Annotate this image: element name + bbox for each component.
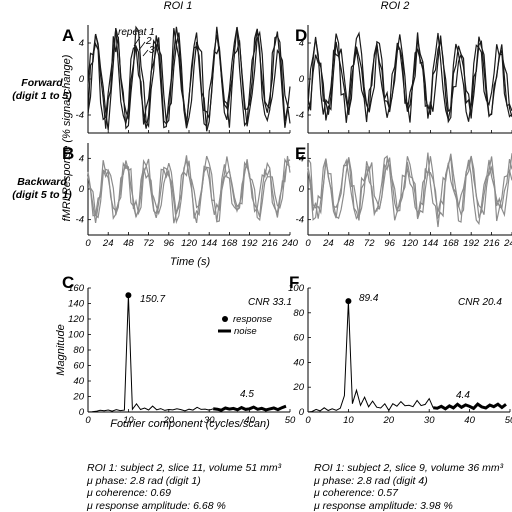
y-tick-label-b: 4 bbox=[79, 153, 84, 164]
y-tick-label-c: 160 bbox=[68, 283, 85, 294]
x-tick-label-c: 50 bbox=[285, 415, 296, 426]
x-tick-label-e: 0 bbox=[305, 238, 311, 249]
caption-roi2-line: ROI 1: subject 2, slice 9, volume 36 mm³ bbox=[314, 462, 503, 475]
x-tick-label-e: 144 bbox=[422, 238, 438, 249]
x-tick-label-b: 48 bbox=[123, 238, 134, 249]
row-label-forward: Forward bbox=[21, 77, 63, 89]
y-tick-label-e: 4 bbox=[299, 153, 304, 164]
y-tick-label-c: 40 bbox=[73, 376, 84, 387]
caption-roi2-line: μ response amplitude: 3.98 % bbox=[314, 500, 503, 512]
x-tick-label-b: 96 bbox=[164, 238, 175, 249]
legend-response-marker bbox=[222, 316, 228, 322]
x-tick-label-c: 0 bbox=[85, 415, 91, 426]
y-tick-label-a: 0 bbox=[79, 74, 85, 85]
x-tick-label-e: 72 bbox=[364, 238, 375, 249]
x-tick-label-b: 72 bbox=[143, 238, 154, 249]
y-tick-label-d: 4 bbox=[299, 38, 304, 49]
spectrum-line-c bbox=[88, 295, 213, 412]
x-tick-label-e: 168 bbox=[443, 238, 460, 249]
col-title-roi1: ROI 1 bbox=[164, 0, 193, 12]
x-tick-label-b: 120 bbox=[181, 238, 198, 249]
col-title-roi2: ROI 2 bbox=[381, 0, 410, 12]
x-tick-label-c: 30 bbox=[204, 415, 215, 426]
x-tick-label-e: 120 bbox=[402, 238, 419, 249]
x-tick-label-c: 40 bbox=[244, 415, 255, 426]
y-tick-label-a: -4 bbox=[76, 110, 84, 121]
y-tick-label-a: 4 bbox=[79, 38, 84, 49]
response-peak-c bbox=[125, 292, 131, 298]
noise-label-f: 4.4 bbox=[456, 390, 470, 401]
x-tick-label-b: 216 bbox=[261, 238, 279, 249]
y-tick-label-c: 140 bbox=[68, 299, 85, 310]
x-tick-label-e: 192 bbox=[463, 238, 480, 249]
x-tick-label-b: 168 bbox=[221, 238, 238, 249]
caption-roi1: ROI 1: subject 2, slice 11, volume 51 mm… bbox=[87, 462, 281, 512]
ts-x-axis-label: Time (s) bbox=[170, 256, 211, 268]
x-tick-label-b: 240 bbox=[281, 238, 299, 249]
x-tick-label-f: 30 bbox=[424, 415, 435, 426]
y-tick-label-e: 0 bbox=[299, 184, 305, 195]
y-tick-label-b: -4 bbox=[76, 215, 84, 226]
y-tick-label-f: 40 bbox=[293, 357, 304, 368]
x-tick-label-b: 192 bbox=[242, 238, 259, 249]
y-tick-label-c: 0 bbox=[79, 407, 85, 418]
caption-roi2-line: μ coherence: 0.57 bbox=[314, 487, 503, 500]
cnr-label-f: CNR 20.4 bbox=[458, 297, 502, 308]
y-tick-label-c: 20 bbox=[72, 392, 84, 403]
y-tick-label-f: 100 bbox=[288, 283, 305, 294]
caption-roi1-line: μ response amplitude: 6.68 % bbox=[87, 500, 281, 512]
legend-noise-label: noise bbox=[234, 326, 257, 337]
x-tick-label-c: 10 bbox=[123, 415, 134, 426]
y-tick-label-c: 80 bbox=[73, 345, 84, 356]
repeat-pointer-3 bbox=[143, 50, 148, 56]
spec-y-axis-label: Magnitude bbox=[55, 324, 67, 375]
x-tick-label-f: 10 bbox=[343, 415, 354, 426]
x-tick-label-e: 48 bbox=[344, 238, 355, 249]
caption-roi2: ROI 1: subject 2, slice 9, volume 36 mm³… bbox=[314, 462, 503, 512]
y-tick-label-f: 60 bbox=[293, 333, 304, 344]
y-tick-label-d: -4 bbox=[296, 110, 304, 121]
y-tick-label-b: 0 bbox=[79, 184, 85, 195]
y-tick-label-c: 120 bbox=[68, 314, 85, 325]
caption-roi1-line: μ phase: 2.8 rad (digit 1) bbox=[87, 475, 281, 488]
series-repeat-3-a bbox=[88, 27, 290, 130]
x-tick-label-b: 144 bbox=[201, 238, 217, 249]
x-tick-label-b: 24 bbox=[102, 238, 114, 249]
noise-label-c: 4.5 bbox=[240, 389, 254, 400]
caption-roi1-line: μ coherence: 0.69 bbox=[87, 487, 281, 500]
y-tick-label-f: 80 bbox=[293, 308, 304, 319]
series-repeat-3-e bbox=[308, 153, 512, 219]
x-tick-label-f: 40 bbox=[464, 415, 475, 426]
x-tick-label-b: 0 bbox=[85, 238, 91, 249]
x-tick-label-e: 96 bbox=[384, 238, 395, 249]
y-tick-label-f: 0 bbox=[299, 407, 305, 418]
ts-y-axis-label: fMRI Response (% signal change) bbox=[61, 54, 73, 221]
panel-letter-a: A bbox=[62, 26, 74, 45]
cnr-label-c: CNR 33.1 bbox=[248, 297, 292, 308]
response-peak-f bbox=[345, 298, 351, 304]
x-tick-label-c: 20 bbox=[163, 415, 175, 426]
x-tick-label-e: 216 bbox=[483, 238, 501, 249]
row-label-backward: Backward bbox=[17, 176, 67, 188]
peak-label-f: 89.4 bbox=[359, 293, 379, 304]
noise-band-c bbox=[213, 406, 286, 410]
peak-label-c: 150.7 bbox=[140, 294, 165, 305]
x-tick-label-f: 50 bbox=[505, 415, 512, 426]
noise-band-f bbox=[433, 404, 506, 409]
x-tick-label-f: 0 bbox=[305, 415, 311, 426]
y-tick-label-c: 100 bbox=[68, 330, 85, 341]
y-tick-label-d: 0 bbox=[299, 74, 305, 85]
x-tick-label-e: 240 bbox=[503, 238, 512, 249]
caption-roi1-line: ROI 1: subject 2, slice 11, volume 51 mm… bbox=[87, 462, 281, 475]
y-tick-label-c: 60 bbox=[73, 361, 84, 372]
spectrum-line-f bbox=[308, 301, 433, 412]
y-tick-label-e: -4 bbox=[296, 215, 304, 226]
repeat-label-3: 3 bbox=[149, 45, 155, 56]
x-tick-label-e: 24 bbox=[322, 238, 334, 249]
x-tick-label-f: 20 bbox=[383, 415, 395, 426]
legend-response-label: response bbox=[233, 314, 272, 325]
y-tick-label-f: 20 bbox=[292, 382, 304, 393]
caption-roi2-line: μ phase: 2.8 rad (digit 4) bbox=[314, 475, 503, 488]
